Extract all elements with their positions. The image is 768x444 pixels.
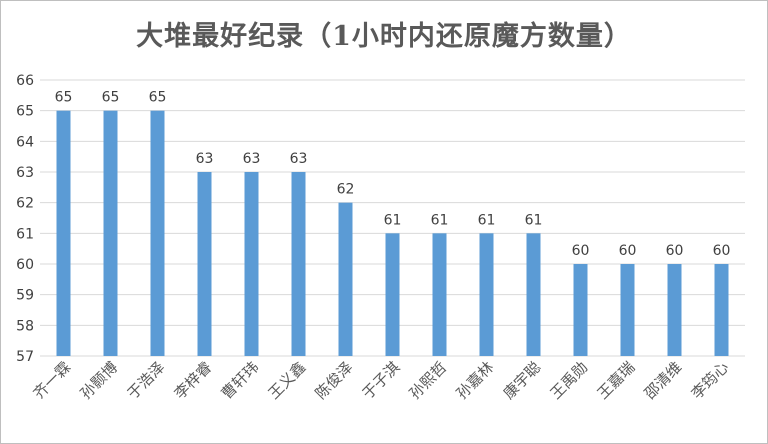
data-label: 63 xyxy=(243,151,261,167)
x-tick-label: 康宇聪 xyxy=(500,358,545,403)
data-label: 65 xyxy=(149,90,167,106)
y-tick-label: 62 xyxy=(16,196,34,212)
x-tick-label: 孙颢博 xyxy=(77,358,122,403)
data-label: 61 xyxy=(478,212,496,228)
x-tick-label: 孙嘉林 xyxy=(453,358,498,403)
bar xyxy=(103,110,118,357)
bar xyxy=(432,233,447,356)
x-tick-label: 李梓睿 xyxy=(171,358,216,403)
y-tick-label: 57 xyxy=(16,349,34,365)
data-label: 61 xyxy=(384,212,402,228)
y-tick-label: 60 xyxy=(16,257,34,273)
data-label: 60 xyxy=(666,243,684,259)
bar xyxy=(338,202,353,356)
bar xyxy=(197,172,212,356)
x-tick-label: 孙熙哲 xyxy=(406,358,451,403)
x-tick-label: 王义鑫 xyxy=(265,358,310,403)
bar xyxy=(526,233,541,356)
data-label: 60 xyxy=(572,243,590,259)
data-label: 62 xyxy=(337,182,355,198)
x-tick-label: 齐一霖 xyxy=(30,358,75,403)
bar xyxy=(56,110,71,357)
data-label: 63 xyxy=(196,151,214,167)
data-label: 60 xyxy=(619,243,637,259)
x-tick-label: 于子淇 xyxy=(359,358,404,403)
x-tick-label: 李筠心 xyxy=(688,358,733,403)
bar xyxy=(385,233,400,356)
x-tick-label: 邵清维 xyxy=(641,358,686,403)
y-tick-label: 61 xyxy=(16,226,34,242)
bar xyxy=(150,110,165,357)
bar xyxy=(667,264,682,356)
y-tick-label: 59 xyxy=(16,288,34,304)
bar xyxy=(714,264,729,356)
chart-title: 大堆最好纪录（1小时内还原魔方数量） xyxy=(136,21,632,52)
x-tick-label: 王禹勋 xyxy=(547,358,592,403)
bar xyxy=(291,172,306,356)
y-tick-label: 58 xyxy=(16,318,34,334)
data-label: 65 xyxy=(55,90,73,106)
x-tick-label: 陈俊泽 xyxy=(312,358,357,403)
bar xyxy=(620,264,635,356)
data-label: 60 xyxy=(713,243,731,259)
data-label: 61 xyxy=(525,212,543,228)
y-tick-label: 64 xyxy=(16,134,34,150)
y-tick-label: 66 xyxy=(16,73,34,89)
x-tick-label: 王嘉瑞 xyxy=(594,358,639,403)
bar xyxy=(573,264,588,356)
data-label: 61 xyxy=(431,212,449,228)
x-tick-label: 于浩泽 xyxy=(124,358,169,403)
data-label: 65 xyxy=(102,90,120,106)
x-tick-label: 曹轩玮 xyxy=(218,358,263,403)
bar xyxy=(244,172,259,356)
y-tick-label: 63 xyxy=(16,165,34,181)
data-label: 63 xyxy=(290,151,308,167)
bar xyxy=(479,233,494,356)
y-tick-label: 65 xyxy=(16,104,34,120)
